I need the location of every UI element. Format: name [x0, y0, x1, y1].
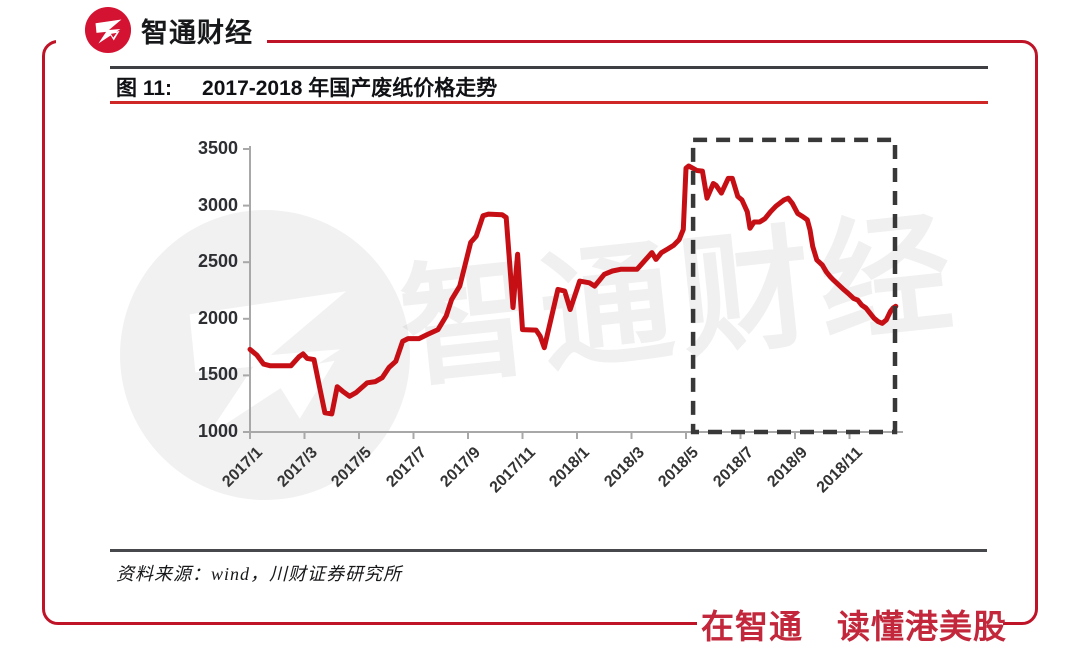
price-line: [247, 163, 899, 417]
source-divider: [110, 549, 987, 552]
y-axis-label: 3500: [197, 138, 238, 158]
y-axis-label: 2000: [197, 307, 238, 328]
figure-title-bar: 图 11: 2017-2018 年国产废纸价格走势: [116, 72, 497, 102]
y-axis-label: 3000: [197, 194, 238, 215]
brand-logo: 智通财经: [56, 4, 267, 56]
title-top-rule: [110, 66, 988, 69]
zhitong-logo-icon: [84, 6, 132, 54]
y-axis-label: 1000: [197, 421, 238, 441]
figure-label: 图 11:: [116, 77, 173, 100]
source-text: 资料来源：wind，川财证券研究所: [116, 564, 403, 584]
page-frame: [42, 40, 1038, 625]
footer-slogan: 在智通 读懂港美股: [701, 608, 1007, 645]
brand-name: 智通财经: [141, 17, 253, 48]
figure-title: 2017-2018 年国产废纸价格走势: [202, 77, 498, 100]
highlight-box: [690, 137, 898, 435]
title-bottom-rule: [110, 101, 988, 104]
y-axis-label: 2500: [197, 251, 238, 272]
footer-cover: [697, 606, 1003, 640]
axis-ticks: [243, 148, 851, 439]
y-axis-label: 1500: [197, 364, 238, 385]
